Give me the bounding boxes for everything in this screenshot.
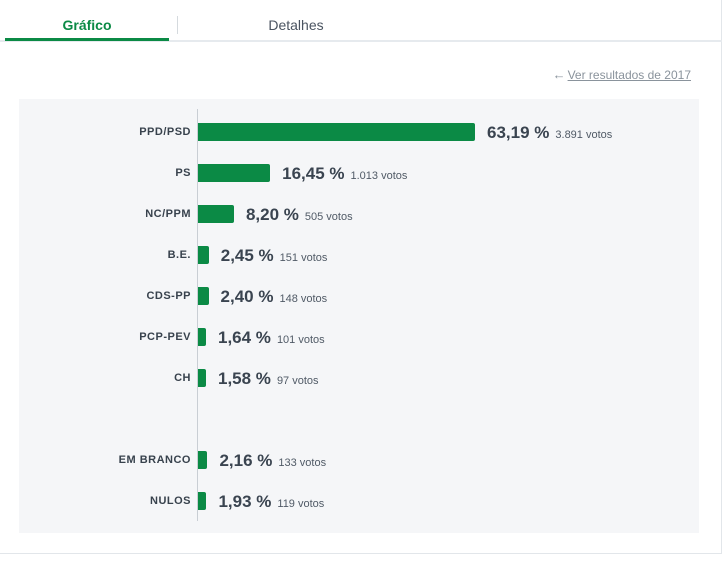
data-label: 1,64 % 101 votos xyxy=(218,322,325,356)
votes-label: 101 votos xyxy=(276,334,325,346)
chart-row: NC/PPM 8,20 % 505 votos xyxy=(19,199,699,229)
chart-row: PCP-PEV 1,64 % 101 votos xyxy=(19,322,699,352)
chart-row: PPD/PSD 63,19 % 3.891 votos xyxy=(19,117,699,147)
data-label: 8,20 % 505 votos xyxy=(246,199,353,233)
arrow-left-icon: ← xyxy=(552,67,566,82)
chart-row: B.E. 2,45 % 151 votos xyxy=(19,240,699,270)
tab-detalhes[interactable]: Detalhes xyxy=(268,17,324,33)
bar xyxy=(198,287,209,305)
data-label: 1,58 % 97 votos xyxy=(218,363,319,397)
bar-chart: PPD/PSD 63,19 % 3.891 votos PS 16,45 % 1.013 … xyxy=(19,99,699,533)
bar xyxy=(198,205,234,223)
category-label: CH xyxy=(174,372,191,384)
data-label: 2,40 % 148 votos xyxy=(221,281,328,315)
bar xyxy=(198,123,475,141)
bar xyxy=(198,328,206,346)
percent-label: 8,20 % xyxy=(245,205,299,224)
data-label: 16,45 % 1.013 votos xyxy=(282,158,407,192)
data-label: 1,93 % 119 votos xyxy=(218,486,324,520)
votes-label: 97 votos xyxy=(276,375,319,387)
data-label: 2,16 % 133 votos xyxy=(219,445,326,479)
category-label: NULOS xyxy=(150,495,191,507)
chart-row: CDS-PP 2,40 % 148 votos xyxy=(19,281,699,311)
tab-grafico[interactable]: Gráfico xyxy=(5,0,169,41)
chart-row: NULOS 1,93 % 119 votos xyxy=(19,486,699,516)
votes-label: 505 votos xyxy=(304,211,353,223)
previous-results-link[interactable]: ← Ver resultados de 2017 xyxy=(553,67,691,82)
bar xyxy=(198,246,209,264)
bar xyxy=(198,369,206,387)
percent-label: 2,45 % xyxy=(220,246,274,265)
votes-label: 133 votos xyxy=(278,457,327,469)
category-label: NC/PPM xyxy=(145,208,191,220)
votes-label: 119 votos xyxy=(277,498,325,510)
votes-label: 151 votos xyxy=(279,252,328,264)
previous-results-label: Ver resultados de 2017 xyxy=(567,68,691,82)
chart-row: EM BRANCO 2,16 % 133 votos xyxy=(19,445,699,475)
percent-label: 63,19 % xyxy=(487,123,550,142)
category-label: PS xyxy=(175,167,191,179)
chart-axis xyxy=(197,109,198,521)
tab-divider xyxy=(177,16,178,34)
percent-label: 1,58 % xyxy=(218,369,271,388)
results-card: Gráfico Detalhes ← Ver resultados de 2017… xyxy=(0,0,722,554)
votes-label: 3.891 votos xyxy=(555,129,613,141)
tab-bar: Gráfico Detalhes xyxy=(0,0,722,42)
votes-label: 148 votos xyxy=(279,293,328,305)
data-label: 2,45 % 151 votos xyxy=(221,240,328,274)
bar xyxy=(198,164,271,182)
percent-label: 2,16 % xyxy=(219,451,273,470)
percent-label: 1,93 % xyxy=(218,492,272,511)
percent-label: 2,40 % xyxy=(220,287,274,306)
bar xyxy=(198,492,207,510)
bar xyxy=(198,451,208,469)
data-label: 63,19 % 3.891 votos xyxy=(487,117,612,151)
votes-label: 1.013 votos xyxy=(350,170,408,182)
category-label: B.E. xyxy=(167,249,191,261)
category-label: EM BRANCO xyxy=(118,454,191,466)
category-label: PCP-PEV xyxy=(139,331,191,343)
percent-label: 16,45 % xyxy=(282,164,345,183)
chart-row: CH 1,58 % 97 votos xyxy=(19,363,699,393)
category-label: PPD/PSD xyxy=(139,126,191,138)
percent-label: 1,64 % xyxy=(218,328,271,347)
chart-row: PS 16,45 % 1.013 votos xyxy=(19,158,699,188)
category-label: CDS-PP xyxy=(146,290,191,302)
